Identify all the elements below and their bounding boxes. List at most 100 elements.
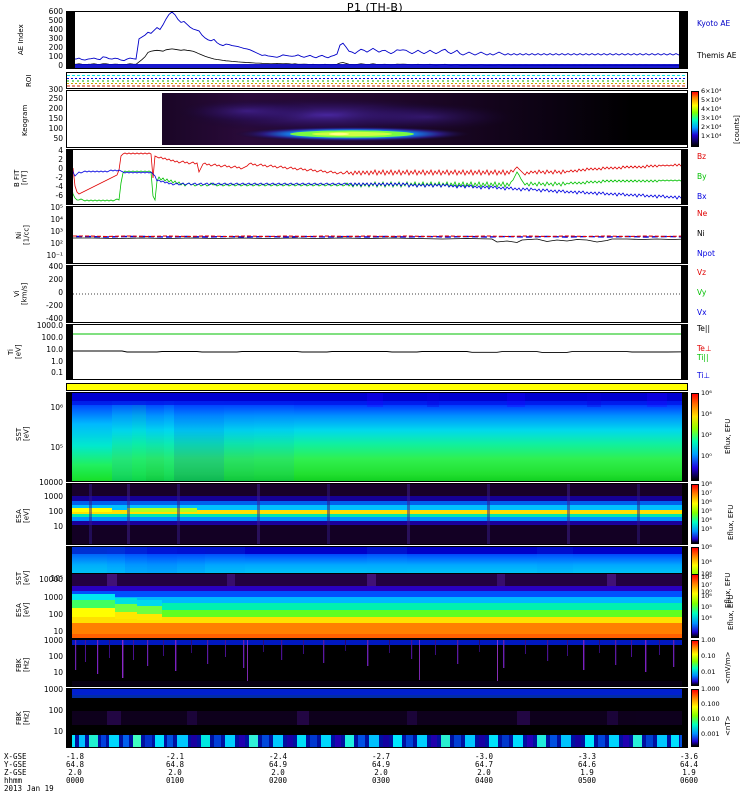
fbk-bfield-colorbar bbox=[691, 689, 699, 747]
ytick: 600 bbox=[48, 7, 63, 16]
cbtick: 10⁸ bbox=[701, 480, 712, 488]
cbtick: 6×10⁴ bbox=[701, 87, 722, 95]
legend-kyoto-ae: Kyoto AE bbox=[697, 19, 731, 28]
y-gse-value: 64.9 bbox=[268, 760, 288, 769]
keogram-colorbar-unit: [counts] bbox=[733, 115, 741, 144]
legend-vz: Vz bbox=[697, 268, 707, 277]
ytick: 10 bbox=[53, 522, 63, 531]
cbtick: 10⁸ bbox=[701, 570, 712, 578]
y-gse-value: 64.8 bbox=[65, 760, 85, 769]
fbk-efield-colorbar bbox=[691, 640, 699, 686]
x-gse-value: -2.1 bbox=[165, 752, 185, 761]
density-traces bbox=[67, 235, 687, 243]
cbtick: 10⁶ bbox=[701, 592, 712, 600]
panel-b-fit-ylabel: B FIT [nT] bbox=[13, 169, 29, 187]
ytick: 10 bbox=[53, 727, 63, 736]
panel-sst-electron bbox=[66, 392, 688, 482]
ytick: 10⁵ bbox=[50, 203, 63, 212]
ytick: 400 bbox=[48, 25, 63, 34]
ytick: 100 bbox=[48, 52, 63, 61]
cbtick: 4×10⁴ bbox=[701, 105, 722, 113]
cbtick: 5×10⁴ bbox=[701, 96, 722, 104]
ytick: -4 bbox=[55, 182, 63, 191]
panel-density-yticks: 10⁵ 10⁴ 10³ 10² 10⁻¹ bbox=[34, 204, 63, 266]
panel-ae-index-ylabel: AE Index bbox=[17, 24, 25, 56]
panel-esa-ion bbox=[66, 573, 688, 639]
panel-sst-ion-yticks: 10⁵ bbox=[36, 546, 63, 610]
y-gse-value: 64.9 bbox=[371, 760, 391, 769]
panel-fbk-efield-yticks: 1000 100 10 bbox=[26, 637, 63, 689]
xaxis-row-label-hhmm: hhmm bbox=[4, 776, 23, 785]
ytick: 500 bbox=[48, 16, 63, 25]
ytick: 200 bbox=[48, 104, 63, 113]
fbk-bfield-spectrogram bbox=[67, 689, 687, 747]
cbtick: 1.000 bbox=[701, 685, 720, 693]
velocity-traces bbox=[67, 293, 687, 295]
cbtick: 10⁴ bbox=[701, 410, 712, 418]
xaxis-row-label-zgse: Z-GSE bbox=[4, 768, 27, 777]
ytick: 200 bbox=[48, 43, 63, 52]
esa-electron-colorbar bbox=[691, 484, 699, 544]
mode-bar bbox=[66, 383, 688, 391]
y-gse-value: 64.6 bbox=[577, 760, 597, 769]
panel-esa-ion-yticks: 10000 1000 100 10 bbox=[22, 576, 63, 644]
panel-ae-index-yticks: 600 500 400 300 200 100 0 bbox=[30, 8, 63, 72]
legend-bx: Bx bbox=[697, 192, 707, 201]
ytick: 0 bbox=[58, 164, 63, 173]
cbtick: 10⁷ bbox=[701, 489, 712, 497]
z-gse-value: 1.9 bbox=[682, 768, 696, 777]
hhmm-value: 0000 bbox=[65, 776, 85, 785]
panel-esa-electron bbox=[66, 483, 688, 545]
panel-density-ylabel: Ni [1/cc] bbox=[15, 225, 31, 245]
panel-b-fit bbox=[66, 149, 688, 205]
legend-vy: Vy bbox=[697, 288, 707, 297]
panel-temperature bbox=[66, 324, 688, 380]
legend-themis-ae: Themis AE bbox=[697, 51, 737, 60]
hhmm-value: 0500 bbox=[577, 776, 597, 785]
z-gse-value: 2.0 bbox=[68, 768, 82, 777]
ytick: 10⁵ bbox=[50, 574, 63, 583]
x-axis-labels: X-GSE Y-GSE Z-GSE hhmm 2013 Jan 19 -1.8 … bbox=[4, 752, 746, 798]
ytick: 100.0 bbox=[41, 333, 63, 342]
esa-electron-spectrogram bbox=[67, 484, 687, 544]
legend-ti-perp: Ti⊥ bbox=[697, 371, 710, 380]
b-fit-traces bbox=[67, 152, 687, 202]
cbtick: 0.01 bbox=[701, 668, 716, 676]
ytick: 2 bbox=[58, 155, 63, 164]
ytick: -2 bbox=[55, 173, 63, 182]
ytick: 10.0 bbox=[46, 345, 63, 354]
z-gse-value: 2.0 bbox=[374, 768, 388, 777]
cbtick: 0.001 bbox=[701, 730, 720, 738]
z-gse-value: 2.0 bbox=[477, 768, 491, 777]
ytick: 10000 bbox=[39, 478, 63, 487]
ytick: 400 bbox=[48, 262, 63, 271]
ytick: 300 bbox=[48, 85, 63, 94]
ytick: -200 bbox=[45, 301, 63, 310]
y-gse-value: 64.8 bbox=[165, 760, 185, 769]
x-gse-value: -2.4 bbox=[268, 752, 288, 761]
panel-sst-electron-yticks: 10⁶ 10⁵ bbox=[36, 404, 63, 484]
cbtick: 1.00 bbox=[701, 636, 716, 644]
ytick: 10000 bbox=[39, 575, 63, 584]
cbtick: 10⁶ bbox=[701, 543, 712, 551]
panel-fbk-bfield-yticks: 1000 100 10 bbox=[26, 686, 63, 746]
panel-keogram bbox=[66, 90, 688, 148]
legend-ni: Ni bbox=[697, 229, 705, 238]
legend-te-perp: Te⊥ bbox=[697, 344, 712, 353]
x-gse-value: -3.6 bbox=[679, 752, 699, 761]
hhmm-value: 0600 bbox=[679, 776, 699, 785]
fbk-efield-colorbar-unit: <mV/m> bbox=[724, 651, 732, 684]
ytick: 1000 bbox=[43, 492, 63, 501]
legend-bz: Bz bbox=[697, 152, 707, 161]
panel-velocity bbox=[66, 265, 688, 323]
esa-ion-colorbar-ticks: 10⁸ 10⁷ 10⁶ 10⁵ 10⁴ bbox=[701, 571, 729, 641]
ytick: 0 bbox=[58, 61, 63, 70]
x-gse-value: -2.7 bbox=[371, 752, 391, 761]
legend-vx: Vx bbox=[697, 308, 707, 317]
fbk-efield-spectrogram bbox=[67, 640, 687, 686]
cbtick: 10⁵ bbox=[701, 603, 712, 611]
ytick: 200 bbox=[48, 275, 63, 284]
cbtick: 0.100 bbox=[701, 700, 720, 708]
cbtick: 0.010 bbox=[701, 715, 720, 723]
